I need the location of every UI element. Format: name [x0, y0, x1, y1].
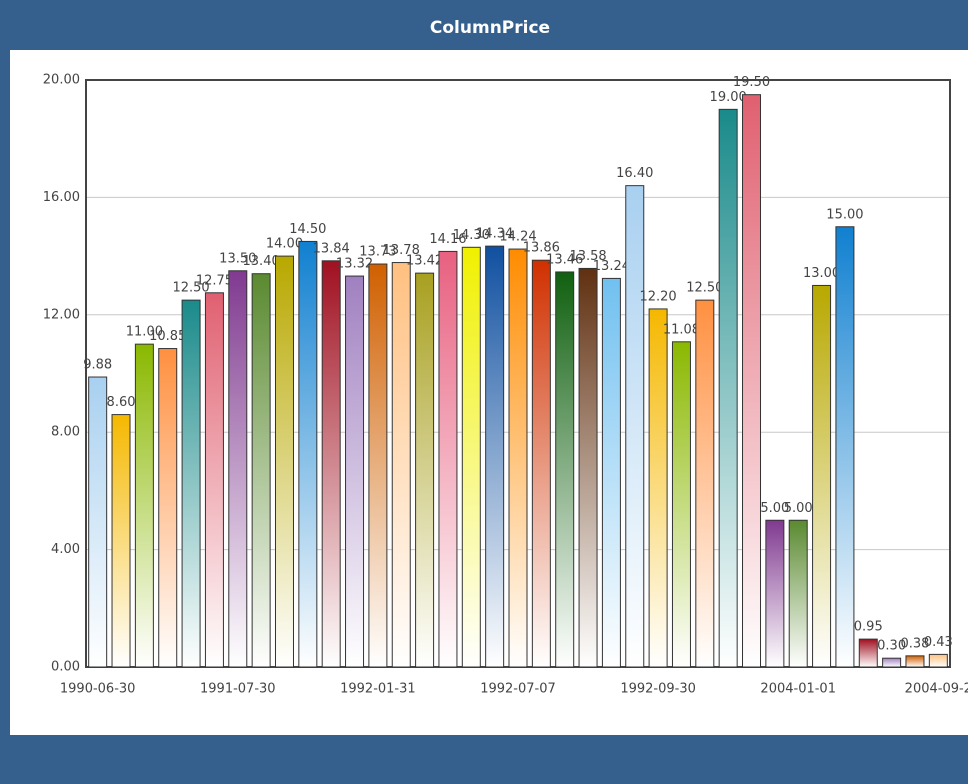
y-tick-label: 0.00: [51, 660, 80, 675]
bar: [298, 240, 318, 668]
data-label: 12.50: [172, 281, 209, 296]
data-label: 19.00: [710, 90, 747, 105]
bar: [438, 250, 458, 668]
data-label: 5.00: [784, 501, 813, 516]
data-label: 10.85: [149, 329, 186, 344]
data-label: 0.43: [924, 635, 953, 650]
data-label: 16.40: [616, 166, 653, 181]
y-tick-label: 4.00: [51, 542, 80, 557]
data-label: 8.60: [107, 395, 136, 410]
bar: [928, 653, 948, 668]
y-tick-label: 12.00: [43, 307, 80, 322]
bar: [204, 292, 224, 668]
bar: [648, 308, 668, 668]
x-tick-label: 1992-09-30: [620, 682, 696, 697]
data-label: 14.16: [429, 232, 466, 247]
data-label: 13.78: [383, 243, 420, 258]
bar: [345, 275, 365, 668]
data-label: 13.24: [593, 259, 630, 274]
data-label: 11.00: [126, 325, 163, 340]
data-label: 14.30: [453, 228, 490, 243]
x-tick-label: 1990-06-30: [60, 682, 136, 697]
bar: [415, 272, 435, 668]
x-tick-label: 2004-01-01: [760, 682, 836, 697]
bar: [274, 255, 294, 668]
bar: [88, 376, 108, 668]
bar: [578, 267, 598, 668]
bar: [134, 343, 154, 668]
bar: [765, 519, 785, 668]
data-label: 14.24: [499, 230, 536, 245]
x-tick-label: 1991-07-30: [200, 682, 276, 697]
data-label: 13.86: [523, 241, 560, 256]
bar: [461, 246, 481, 668]
bar: [625, 185, 645, 668]
bar: [882, 657, 902, 668]
data-label: 0.30: [877, 639, 906, 654]
data-label: 13.32: [336, 257, 373, 272]
bar: [181, 299, 201, 668]
bar: [158, 348, 178, 668]
y-tick-label: 20.00: [43, 73, 80, 88]
bar: [858, 638, 878, 668]
data-label: 12.50: [686, 281, 723, 296]
data-label: 0.38: [900, 636, 929, 651]
data-label: 14.00: [266, 237, 303, 252]
chart-title: ColumnPrice: [430, 18, 550, 38]
data-label: 12.75: [196, 273, 233, 288]
bar: [555, 271, 575, 668]
data-label: 19.50: [733, 75, 770, 90]
x-tick-label: 1992-01-31: [340, 682, 416, 697]
y-tick-label: 8.00: [51, 425, 80, 440]
y-tick-label: 16.00: [43, 190, 80, 205]
bar: [671, 341, 691, 668]
bar: [321, 260, 341, 668]
bar: [601, 277, 621, 668]
data-label: 14.50: [289, 222, 326, 237]
data-label: 11.08: [663, 322, 700, 337]
bar: [485, 245, 505, 668]
bar: [812, 284, 832, 668]
bar: [695, 299, 715, 668]
data-label: 13.73: [359, 245, 396, 260]
data-label: 13.84: [313, 241, 350, 256]
data-label: 12.20: [639, 289, 676, 304]
x-tick-label: 2004-09-2: [905, 682, 968, 697]
data-label: 9.88: [83, 358, 112, 373]
bar: [251, 273, 271, 668]
bar: [228, 270, 248, 668]
bar: [531, 259, 551, 668]
bar: [111, 414, 131, 668]
bar: [391, 262, 411, 668]
data-label: 0.95: [854, 620, 883, 635]
bar: [788, 519, 808, 668]
data-label: 13.40: [243, 254, 280, 269]
data-label: 13.42: [406, 254, 443, 269]
data-label: 13.00: [803, 266, 840, 281]
bar: [905, 655, 925, 668]
x-tick-label: 1992-07-07: [480, 682, 556, 697]
bar: [718, 108, 738, 668]
data-label: 5.00: [760, 501, 789, 516]
bar: [742, 94, 762, 668]
data-label: 13.46: [546, 252, 583, 267]
bar: [368, 263, 388, 668]
data-label: 15.00: [826, 207, 863, 222]
data-label: 14.34: [476, 227, 513, 242]
bar: [835, 226, 855, 668]
data-label: 13.58: [569, 249, 606, 264]
data-label: 13.50: [219, 251, 256, 266]
bar: [508, 248, 528, 668]
